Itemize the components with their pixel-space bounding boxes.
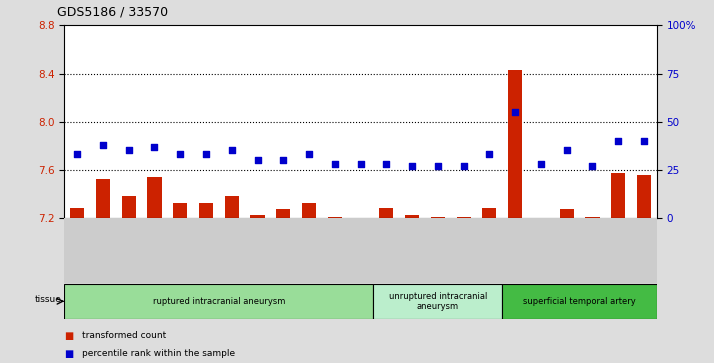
Point <box>355 161 366 167</box>
Bar <box>199 203 213 218</box>
FancyBboxPatch shape <box>528 218 554 283</box>
FancyBboxPatch shape <box>322 218 348 283</box>
Point <box>483 151 495 157</box>
Point <box>278 157 289 163</box>
Text: ruptured intracranial aneurysm: ruptured intracranial aneurysm <box>153 297 285 306</box>
Point <box>226 147 238 153</box>
FancyBboxPatch shape <box>425 218 451 283</box>
Bar <box>637 175 651 218</box>
Point <box>329 161 341 167</box>
Point <box>123 147 134 153</box>
FancyBboxPatch shape <box>90 218 116 283</box>
Text: transformed count: transformed count <box>82 331 166 340</box>
Point <box>71 151 83 157</box>
Point <box>561 147 573 153</box>
Text: GDS5186 / 33570: GDS5186 / 33570 <box>57 5 169 18</box>
Point <box>638 138 650 144</box>
Text: ■: ■ <box>64 331 74 341</box>
Point <box>252 157 263 163</box>
Bar <box>147 177 161 218</box>
Text: percentile rank within the sample: percentile rank within the sample <box>82 350 235 358</box>
Bar <box>431 217 445 218</box>
Bar <box>70 208 84 218</box>
Text: tissue: tissue <box>35 295 61 304</box>
Bar <box>585 217 600 218</box>
Bar <box>121 196 136 218</box>
FancyBboxPatch shape <box>502 218 528 283</box>
Point <box>200 151 211 157</box>
FancyBboxPatch shape <box>631 218 657 283</box>
FancyBboxPatch shape <box>373 218 399 283</box>
Bar <box>328 217 342 218</box>
Bar <box>225 196 238 218</box>
Point <box>510 109 521 115</box>
Point <box>432 163 443 169</box>
FancyBboxPatch shape <box>64 218 90 283</box>
FancyBboxPatch shape <box>554 218 580 283</box>
FancyBboxPatch shape <box>271 218 296 283</box>
Text: superficial temporal artery: superficial temporal artery <box>523 297 636 306</box>
FancyBboxPatch shape <box>167 218 193 283</box>
FancyBboxPatch shape <box>399 218 425 283</box>
Point <box>149 144 160 150</box>
FancyBboxPatch shape <box>451 218 476 283</box>
FancyBboxPatch shape <box>373 284 502 319</box>
FancyBboxPatch shape <box>502 284 657 319</box>
Bar <box>560 209 574 218</box>
FancyBboxPatch shape <box>348 218 373 283</box>
FancyBboxPatch shape <box>580 218 605 283</box>
Bar <box>173 203 187 218</box>
Bar <box>405 215 419 218</box>
Text: ■: ■ <box>64 349 74 359</box>
Point <box>381 161 392 167</box>
Point <box>536 161 547 167</box>
FancyBboxPatch shape <box>245 218 271 283</box>
FancyBboxPatch shape <box>64 284 373 319</box>
Bar <box>508 70 522 218</box>
FancyBboxPatch shape <box>476 218 502 283</box>
Point <box>406 163 418 169</box>
Point <box>458 163 469 169</box>
Point <box>613 138 624 144</box>
FancyBboxPatch shape <box>116 218 141 283</box>
Bar <box>483 208 496 218</box>
Bar <box>379 208 393 218</box>
Bar <box>302 203 316 218</box>
Text: unruptured intracranial
aneurysm: unruptured intracranial aneurysm <box>388 291 487 311</box>
Bar <box>251 215 265 218</box>
Bar <box>456 217 471 218</box>
Point <box>174 151 186 157</box>
FancyBboxPatch shape <box>141 218 167 283</box>
Bar <box>611 173 625 218</box>
Point <box>303 151 315 157</box>
Point <box>97 142 109 148</box>
FancyBboxPatch shape <box>219 218 245 283</box>
Point <box>587 163 598 169</box>
Bar <box>96 179 110 218</box>
Bar <box>276 209 291 218</box>
FancyBboxPatch shape <box>193 218 219 283</box>
FancyBboxPatch shape <box>605 218 631 283</box>
FancyBboxPatch shape <box>296 218 322 283</box>
